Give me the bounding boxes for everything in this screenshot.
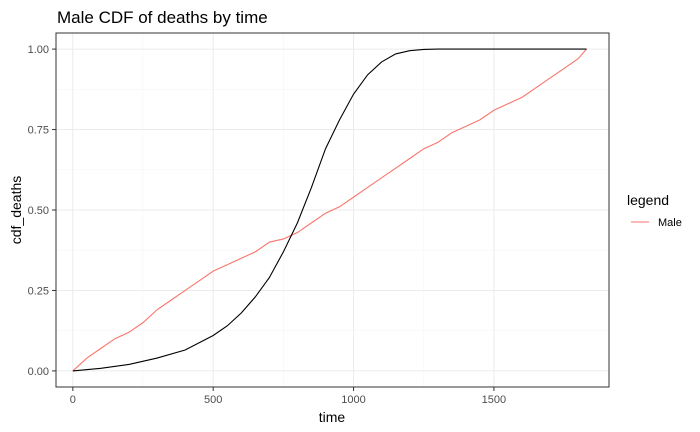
y-tick-label: 0.25 [28,285,49,297]
series-line-1 [72,48,587,372]
y-tick-label: 0.75 [28,125,49,137]
x-tick-label: 1500 [482,394,506,406]
x-tick-label: 0 [70,394,76,406]
y-tick-label: 0.50 [28,205,49,217]
legend-label-male: Male [658,217,682,229]
y-axis-title: cdf_deaths [8,176,24,245]
series-layer [72,48,587,372]
x-tick-label: 500 [204,394,222,406]
y-tick-label: 0.00 [28,366,49,378]
chart-title: Male CDF of deaths by time [57,8,268,27]
y-tick-label: 1.00 [28,44,49,56]
axes: 0 500 1000 1500 0.00 0.25 0.50 0.75 1.00 [28,44,507,406]
legend-title: legend [627,192,669,208]
x-tick-label: 1000 [341,394,365,406]
series-line-male [72,48,587,372]
legend: legend Male [627,192,682,229]
x-axis-title: time [319,409,346,425]
